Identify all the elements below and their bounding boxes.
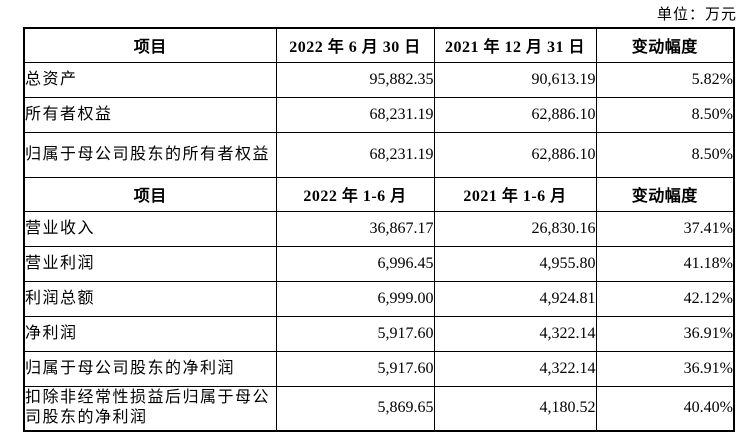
- value-prior: 4,322.14: [433, 350, 597, 387]
- table-row-total-profit: 利润总额 6,999.00 4,924.81 42.12%: [23, 280, 735, 317]
- value-current: 5,869.65: [275, 385, 435, 432]
- value-change: 42.12%: [595, 280, 735, 317]
- row-label: 所有者权益: [23, 96, 277, 133]
- value-prior: 4,955.80: [433, 245, 597, 282]
- value-current: 5,917.60: [275, 350, 435, 387]
- income-header-row: 项目 2022 年 1-6 月 2021 年 1-6 月 变动幅度: [23, 176, 735, 212]
- value-current: 6,999.00: [275, 280, 435, 317]
- value-change: 36.91%: [595, 315, 735, 352]
- table-row-parent-net-profit: 归属于母公司股东的净利润 5,917.60 4,322.14 36.91%: [23, 350, 735, 387]
- value-prior: 4,924.81: [433, 280, 597, 317]
- header-item-label: 项目: [23, 176, 277, 212]
- value-change: 37.41%: [595, 210, 735, 247]
- header-item-label: 项目: [23, 27, 277, 63]
- header-period-2022: 2022 年 1-6 月: [275, 176, 435, 212]
- table-row-parent-equity: 归属于母公司股东的所有者权益 68,231.19 62,886.10 8.50%: [23, 131, 735, 178]
- header-date-2021: 2021 年 12 月 31 日: [433, 27, 597, 63]
- value-current: 36,867.17: [275, 210, 435, 247]
- row-label: 营业收入: [23, 210, 277, 247]
- table-row-total-assets: 总资产 95,882.35 90,613.19 5.82%: [23, 61, 735, 98]
- header-period-2021: 2021 年 1-6 月: [433, 176, 597, 212]
- row-label: 扣除非经常性损益后归属于母公司股东的净利润: [23, 385, 277, 432]
- value-prior: 90,613.19: [433, 61, 597, 98]
- row-label: 净利润: [23, 315, 277, 352]
- table-row-operating-revenue: 营业收入 36,867.17 26,830.16 37.41%: [23, 210, 735, 247]
- table-row-owners-equity: 所有者权益 68,231.19 62,886.10 8.50%: [23, 96, 735, 133]
- value-change: 8.50%: [595, 96, 735, 133]
- value-change: 8.50%: [595, 131, 735, 178]
- value-change: 41.18%: [595, 245, 735, 282]
- table-row-operating-profit: 营业利润 6,996.45 4,955.80 41.18%: [23, 245, 735, 282]
- header-change: 变动幅度: [595, 27, 735, 63]
- row-label: 归属于母公司股东的所有者权益: [23, 131, 277, 178]
- value-prior: 26,830.16: [433, 210, 597, 247]
- header-change: 变动幅度: [595, 176, 735, 212]
- table-row-net-profit: 净利润 5,917.60 4,322.14 36.91%: [23, 315, 735, 352]
- value-current: 68,231.19: [275, 131, 435, 178]
- table-row-adjusted-net-profit: 扣除非经常性损益后归属于母公司股东的净利润 5,869.65 4,180.52 …: [23, 385, 735, 432]
- value-current: 5,917.60: [275, 315, 435, 352]
- header-date-2022: 2022 年 6 月 30 日: [275, 27, 435, 63]
- value-prior: 4,180.52: [433, 385, 597, 432]
- row-label: 利润总额: [23, 280, 277, 317]
- row-label: 总资产: [23, 61, 277, 98]
- value-change: 5.82%: [595, 61, 735, 98]
- value-prior: 62,886.10: [433, 131, 597, 178]
- value-prior: 62,886.10: [433, 96, 597, 133]
- value-current: 95,882.35: [275, 61, 435, 98]
- value-change: 36.91%: [595, 350, 735, 387]
- value-current: 6,996.45: [275, 245, 435, 282]
- value-prior: 4,322.14: [433, 315, 597, 352]
- row-label: 归属于母公司股东的净利润: [23, 350, 277, 387]
- unit-label: 单位：万元: [656, 7, 737, 23]
- row-label: 营业利润: [23, 245, 277, 282]
- financial-table: 项目 2022 年 6 月 30 日 2021 年 12 月 31 日 变动幅度…: [23, 27, 735, 432]
- balance-header-row: 项目 2022 年 6 月 30 日 2021 年 12 月 31 日 变动幅度: [23, 27, 735, 63]
- value-change: 40.40%: [595, 385, 735, 432]
- value-current: 68,231.19: [275, 96, 435, 133]
